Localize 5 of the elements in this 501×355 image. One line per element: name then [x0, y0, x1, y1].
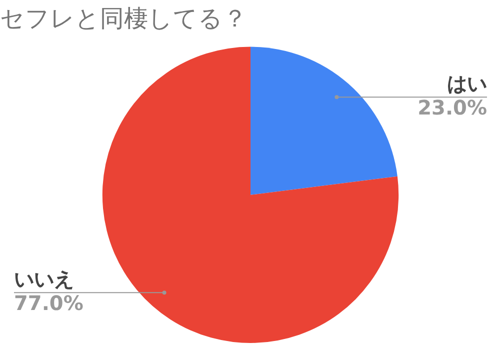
slice-label: はい: [447, 71, 487, 96]
chart-title: セフレと同棲してる？: [0, 4, 247, 33]
data-label: 23.0%: [418, 95, 487, 120]
slice-label: いいえ: [14, 266, 74, 291]
data-label: 77.0%: [14, 290, 84, 315]
